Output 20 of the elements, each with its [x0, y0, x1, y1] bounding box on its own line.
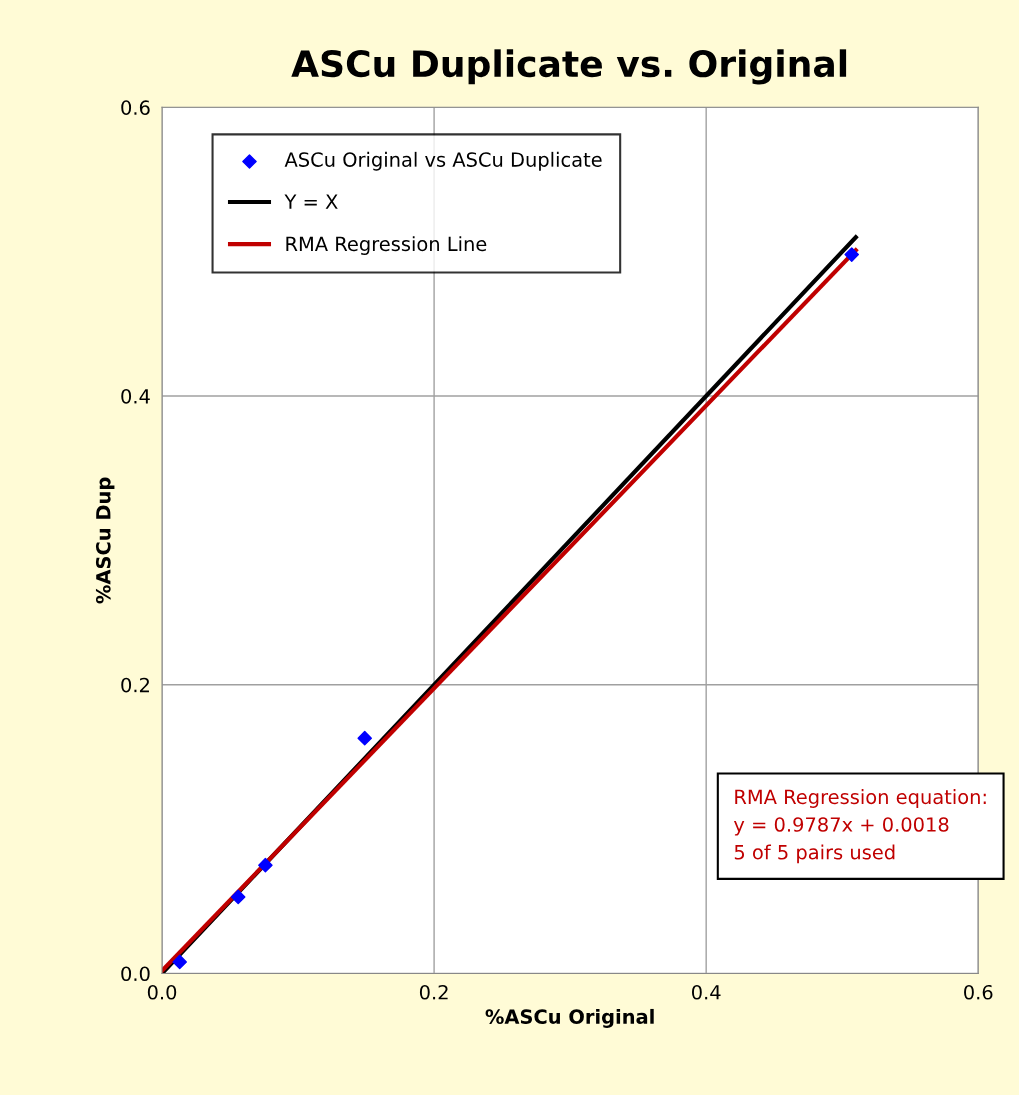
- chart-title: ASCu Duplicate vs. Original: [291, 49, 847, 85]
- y-tick-label: 0.0: [121, 966, 150, 982]
- point: [230, 889, 246, 905]
- x-tick-label: 0.0: [147, 984, 177, 1000]
- legend-label: Y = X: [284, 194, 338, 209]
- x-axis-title: %ASCu Original: [485, 1008, 654, 1028]
- point: [172, 954, 187, 970]
- legend-label: ASCu Original vs ASCu Duplicate: [284, 151, 602, 171]
- x-tick-label: 0.2: [419, 984, 448, 1000]
- point: [357, 730, 372, 746]
- annotation: RMA Regression equation: y = 0.9787x + 0.0018 5 of 5 pairs used: [733, 789, 986, 864]
- x-tick-label: 0.4: [691, 984, 721, 1000]
- point: [258, 857, 273, 873]
- y-axis-title: %ASCu Dup: [95, 477, 115, 604]
- y-tick-label: 0.2: [121, 677, 149, 693]
- y-tick-label: 0.4: [121, 388, 150, 404]
- legend-label: RMA Regression Line: [286, 236, 487, 255]
- x-tick-label: 0.6: [964, 984, 993, 1000]
- point: [844, 247, 860, 262]
- y-tick-label: 0.6: [121, 100, 150, 115]
